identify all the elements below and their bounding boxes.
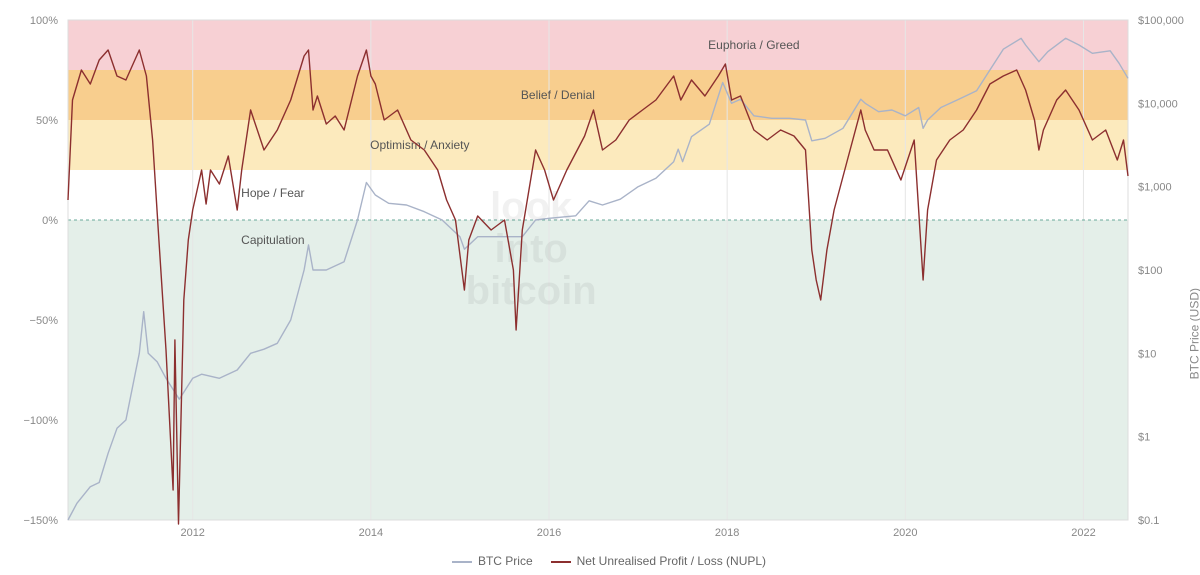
- sentiment-band: [68, 170, 1128, 220]
- right-tick-label: $0.1: [1138, 515, 1159, 527]
- legend: BTC Price Net Unrealised Profit / Loss (N…: [0, 554, 1200, 568]
- left-tick-label: −50%: [30, 315, 59, 327]
- right-tick-label: $1,000: [1138, 182, 1172, 194]
- watermark: look: [490, 185, 573, 229]
- left-tick-label: 0%: [42, 215, 58, 227]
- right-tick-label: $100,000: [1138, 15, 1184, 27]
- right-tick-label: $10,000: [1138, 98, 1178, 110]
- watermark: into: [495, 227, 568, 271]
- x-tick-label: 2020: [893, 527, 917, 539]
- legend-swatch: [551, 561, 571, 563]
- sentiment-band: [68, 20, 1128, 70]
- right-tick-label: $10: [1138, 348, 1156, 360]
- band-label: Capitulation: [241, 233, 304, 247]
- band-label: Hope / Fear: [241, 186, 304, 200]
- legend-label: BTC Price: [478, 554, 533, 568]
- band-label: Optimism / Anxiety: [370, 138, 469, 152]
- x-tick-label: 2016: [537, 527, 561, 539]
- right-tick-label: $1: [1138, 432, 1150, 444]
- right-tick-label: $100: [1138, 265, 1162, 277]
- x-tick-label: 2022: [1071, 527, 1095, 539]
- x-tick-label: 2018: [715, 527, 739, 539]
- legend-label: Net Unrealised Profit / Loss (NUPL): [577, 554, 766, 568]
- x-tick-label: 2012: [180, 527, 204, 539]
- right-axis-title: BTC Price (USD): [1187, 288, 1200, 379]
- band-label: Belief / Denial: [521, 88, 595, 102]
- left-tick-label: −150%: [23, 515, 58, 527]
- band-label: Euphoria / Greed: [708, 38, 799, 52]
- legend-swatch: [452, 561, 472, 563]
- left-tick-label: 100%: [30, 15, 58, 27]
- watermark: bitcoin: [466, 269, 597, 313]
- left-tick-label: −100%: [23, 415, 58, 427]
- sentiment-band: [68, 220, 1128, 520]
- nupl-chart: 2012 2014 2016 2018 2020 2022 100% 50% 0% −50% −10…: [0, 0, 1200, 575]
- left-tick-label: 50%: [36, 115, 58, 127]
- x-tick-label: 2014: [359, 527, 383, 539]
